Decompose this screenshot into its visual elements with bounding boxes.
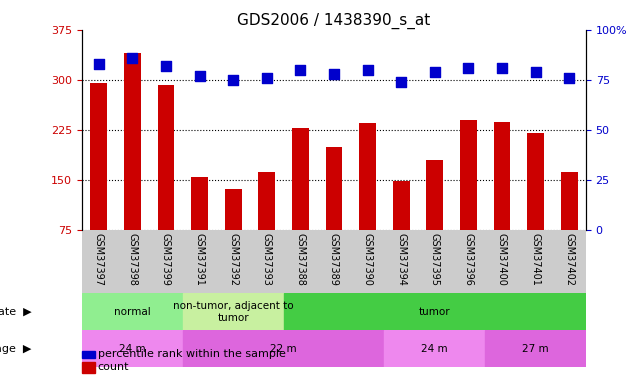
Point [127,55,137,61]
Point [329,71,339,77]
Text: 24 m: 24 m [119,344,146,354]
Text: GSM37399: GSM37399 [161,233,171,286]
Point [94,61,104,67]
Point [530,69,541,75]
Point [161,63,171,69]
Point [362,67,372,73]
Bar [427,160,443,280]
Bar [292,128,309,280]
Text: tumor: tumor [419,307,450,317]
Text: GSM37400: GSM37400 [497,233,507,286]
Bar [158,85,175,280]
Text: GSM37388: GSM37388 [295,233,306,286]
Text: GSM37398: GSM37398 [127,233,137,286]
Bar [485,330,586,368]
Bar [326,147,342,280]
Text: 27 m: 27 m [522,344,549,354]
Text: percentile rank within the sample: percentile rank within the sample [98,350,285,359]
Bar [191,177,208,280]
Text: GSM37394: GSM37394 [396,233,406,286]
Bar [82,230,586,293]
Point [228,77,238,83]
Bar [527,134,544,280]
Point [564,75,574,81]
Text: GSM37390: GSM37390 [362,233,372,286]
Bar [392,182,410,280]
Point [261,75,272,81]
Text: normal: normal [114,307,151,317]
Text: GSM37395: GSM37395 [430,233,440,286]
Bar [359,123,376,280]
Text: GSM37391: GSM37391 [195,233,205,286]
Point [195,73,205,79]
Text: count: count [98,363,129,372]
Bar [90,83,107,280]
Point [463,65,473,71]
Bar [82,330,183,368]
Text: GSM37396: GSM37396 [463,233,473,286]
Bar [183,330,384,368]
Bar [493,122,510,280]
Point [396,79,406,85]
Text: GSM37402: GSM37402 [564,233,574,286]
Bar [460,120,477,280]
Bar [225,189,241,280]
Point [497,65,507,71]
Bar [82,293,183,330]
Text: GSM37401: GSM37401 [530,233,541,286]
Text: GSM37393: GSM37393 [261,233,272,286]
Bar [561,172,578,280]
Bar [258,172,275,280]
Bar [284,293,586,330]
Text: age  ▶: age ▶ [0,344,32,354]
Text: GSM37397: GSM37397 [94,233,104,286]
Point [295,67,306,73]
Bar [384,330,485,368]
Text: 22 m: 22 m [270,344,297,354]
Bar [183,293,284,330]
Text: GSM37392: GSM37392 [228,233,238,286]
Point [430,69,440,75]
Bar [124,53,140,280]
Title: GDS2006 / 1438390_s_at: GDS2006 / 1438390_s_at [238,12,430,28]
Text: non-tumor, adjacent to
tumor: non-tumor, adjacent to tumor [173,301,294,322]
Text: GSM37389: GSM37389 [329,233,339,286]
Text: disease state  ▶: disease state ▶ [0,307,32,317]
Text: 24 m: 24 m [421,344,448,354]
